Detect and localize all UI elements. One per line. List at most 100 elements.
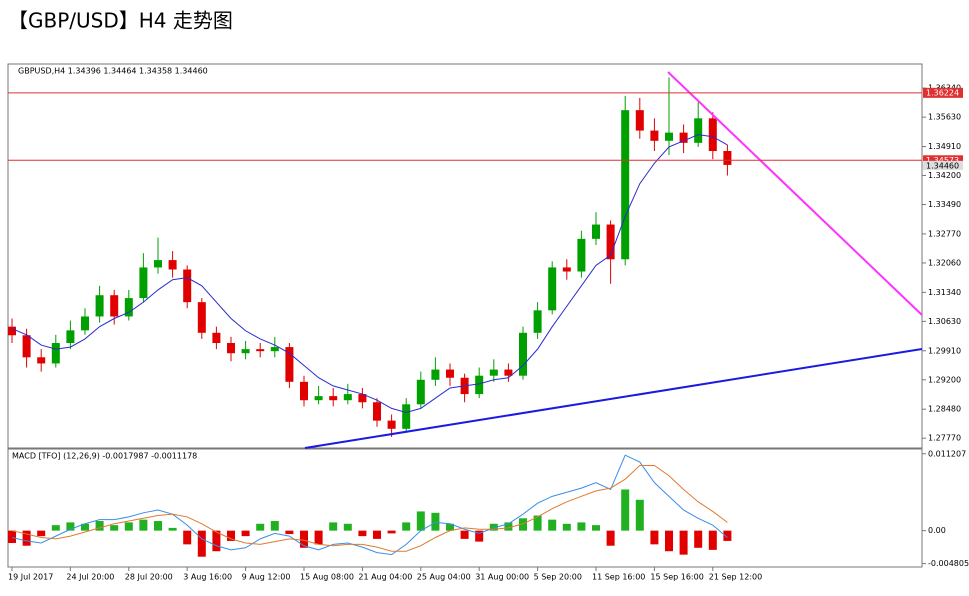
x-tick-label: 15 Sep 16:00 xyxy=(650,573,703,582)
candle-body xyxy=(489,369,498,376)
candle-body xyxy=(533,310,542,333)
macd-bar xyxy=(373,530,381,539)
candle-body xyxy=(183,269,192,303)
macd-bar xyxy=(110,525,119,531)
candle-body xyxy=(475,375,484,395)
macd-info: MACD [TFO] (12,26,9) -0.0017987 -0.00111… xyxy=(12,452,197,461)
x-tick-label: 15 Aug 08:00 xyxy=(300,573,354,582)
candle-body xyxy=(81,316,89,331)
candle-body xyxy=(679,132,688,143)
x-tick-label: 31 Aug 00:00 xyxy=(475,573,529,582)
candle-body xyxy=(168,260,177,270)
candle-body xyxy=(621,110,630,260)
macd-bar xyxy=(504,522,513,531)
candle-body xyxy=(446,369,454,378)
candle-body xyxy=(154,260,162,268)
macd-bar xyxy=(460,530,469,539)
candle-body xyxy=(431,369,440,380)
macd-bar xyxy=(548,519,557,531)
candle-body xyxy=(665,132,673,141)
macd-bar xyxy=(635,499,644,531)
macd-bar xyxy=(577,522,586,531)
candle-body xyxy=(197,302,206,333)
y-tick-label: 1.29910 xyxy=(928,346,961,355)
macd-bar xyxy=(387,530,396,534)
macd-line xyxy=(11,464,728,552)
candle-body xyxy=(95,295,104,317)
macd-bar xyxy=(285,530,294,535)
macd-bar xyxy=(358,530,367,537)
level-label: 1.36224 xyxy=(926,88,959,97)
macd-bar xyxy=(679,530,688,555)
x-tick-label: 5 Sep 20:00 xyxy=(534,573,582,582)
candle-body xyxy=(519,332,527,376)
macd-bar xyxy=(183,530,192,545)
level-tag xyxy=(923,155,963,166)
candle-body xyxy=(606,224,615,260)
y-tick-label: 1.32060 xyxy=(928,258,961,267)
candle-body xyxy=(387,420,396,429)
candle-body xyxy=(124,298,133,317)
macd-bar xyxy=(431,512,440,531)
candle-body xyxy=(300,381,308,401)
trend-line xyxy=(667,71,923,316)
y-tick-label: 1.30630 xyxy=(928,317,961,326)
x-tick-label: 21 Aug 04:00 xyxy=(358,573,412,582)
macd-bar xyxy=(329,522,338,531)
y-tick-label: 0.011207 xyxy=(928,449,966,458)
y-tick-label: 1.33490 xyxy=(928,200,961,209)
macd-bar xyxy=(314,530,323,545)
candle-body xyxy=(37,357,46,364)
candle-body xyxy=(650,130,659,141)
y-tick-label: 1.27770 xyxy=(928,434,961,443)
candle-body xyxy=(51,343,60,364)
candle-body xyxy=(8,326,16,336)
y-tick-label: 1.34200 xyxy=(928,171,961,180)
candle-body xyxy=(241,349,250,354)
macd-bar xyxy=(227,530,235,541)
candle-body xyxy=(694,118,703,143)
macd-bar xyxy=(665,530,673,552)
x-tick-label: 24 Jul 20:00 xyxy=(66,573,114,582)
macd-bar xyxy=(723,530,732,541)
macd-bar xyxy=(81,523,89,531)
y-tick-label: 1.32770 xyxy=(928,229,961,238)
candle-body xyxy=(416,379,425,405)
macd-bar xyxy=(475,530,484,542)
candle-body xyxy=(402,404,411,429)
macd-bar xyxy=(300,530,308,548)
macd-bar xyxy=(66,522,75,531)
candle-body xyxy=(548,267,557,311)
macd-bar xyxy=(592,525,600,531)
macd-bar xyxy=(168,527,177,531)
candle-body xyxy=(635,110,644,131)
x-tick-label: 19 Jul 2017 xyxy=(8,573,53,582)
y-tick-label: 1.35630 xyxy=(928,113,961,122)
price-panel xyxy=(7,63,923,449)
macd-bar xyxy=(606,530,615,546)
candle-body xyxy=(22,335,31,358)
page-title: 【GBP/USD】H4 走势图 xyxy=(8,9,233,33)
macd-bar xyxy=(270,521,279,531)
macd-bar xyxy=(416,511,425,531)
candle-body xyxy=(256,349,265,352)
price-info: GBPUSD,H4 1.34396 1.34464 1.34358 1.3446… xyxy=(18,67,208,76)
x-tick-label: 3 Aug 16:00 xyxy=(183,573,232,582)
macd-bar xyxy=(533,515,542,531)
macd-bar xyxy=(446,523,454,531)
candle-body xyxy=(110,295,119,317)
macd-bar xyxy=(241,530,250,537)
candle-body xyxy=(504,369,513,376)
candle-body xyxy=(329,396,338,401)
macd-bar xyxy=(197,530,206,557)
x-tick-label: 11 Sep 16:00 xyxy=(592,573,645,582)
plot-layer xyxy=(8,77,732,557)
candle-body xyxy=(577,238,586,272)
macd-bar xyxy=(708,530,717,550)
candle-body xyxy=(139,267,148,299)
candle-body xyxy=(314,396,323,401)
macd-bar xyxy=(256,523,265,531)
candle-body xyxy=(373,402,381,421)
moving-average xyxy=(11,134,728,413)
macd-bar xyxy=(8,530,16,543)
